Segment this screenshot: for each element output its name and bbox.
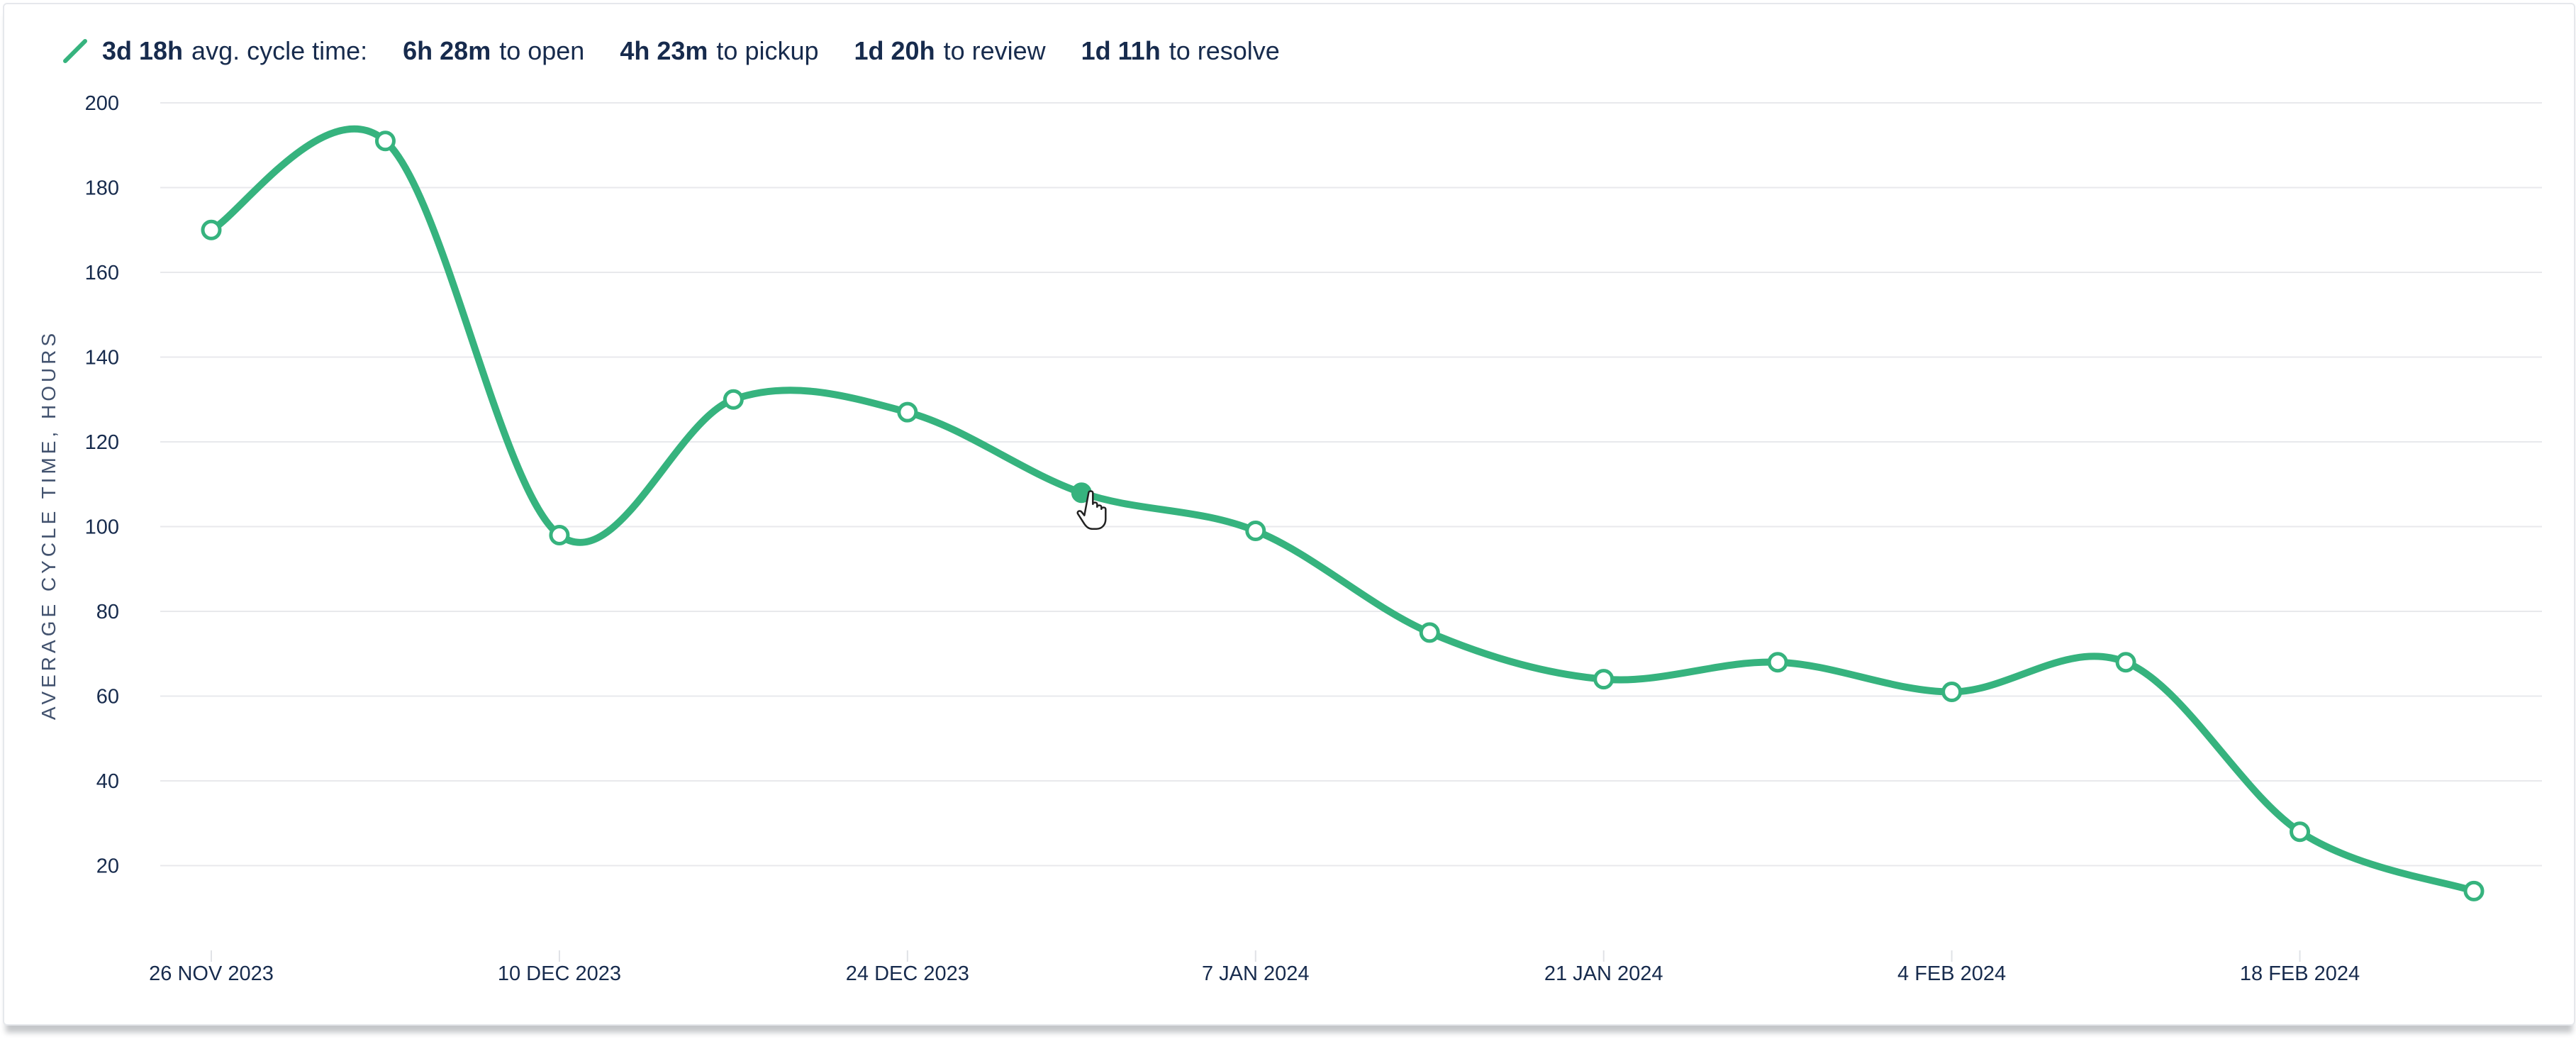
- review-time-label: to review: [943, 36, 1046, 65]
- y-tick-label: 40: [96, 770, 119, 793]
- resolve-time-value: 1d 11h: [1081, 36, 1161, 65]
- data-point[interactable]: [1419, 622, 1440, 643]
- data-point[interactable]: [549, 524, 570, 545]
- y-tick-label: 200: [85, 92, 119, 115]
- open-time-value: 6h 28m: [403, 36, 491, 65]
- y-tick-label: 80: [96, 601, 119, 623]
- y-tick-label: 100: [85, 516, 119, 539]
- data-point[interactable]: [1245, 520, 1266, 541]
- y-tick-label: 180: [85, 177, 119, 200]
- hand-cursor-icon: [1076, 490, 1107, 530]
- x-tick-label: 7 JAN 2024: [1202, 962, 1310, 985]
- data-point[interactable]: [374, 130, 396, 152]
- data-point[interactable]: [1941, 682, 1963, 703]
- data-point[interactable]: [1767, 652, 1788, 673]
- x-tick-label: 4 FEB 2024: [1897, 962, 2006, 985]
- pickup-time-label: to pickup: [716, 36, 819, 65]
- y-tick-label: 160: [85, 262, 119, 284]
- data-point[interactable]: [723, 389, 744, 410]
- series-line: [208, 125, 2477, 895]
- x-tick-label: 24 DEC 2023: [846, 962, 969, 985]
- pencil-icon: [63, 39, 87, 63]
- x-tick-label: 21 JAN 2024: [1544, 962, 1663, 985]
- x-tick-label: 26 NOV 2023: [149, 962, 274, 985]
- y-tick-label: 140: [85, 347, 119, 370]
- review-time-value: 1d 20h: [854, 36, 935, 65]
- y-tick-label: 20: [96, 855, 119, 878]
- y-axis-title: AVERAGE CYCLE TIME, HOURS: [38, 330, 60, 720]
- x-tick-label: 18 FEB 2024: [2240, 962, 2360, 985]
- resolve-time-label: to resolve: [1169, 36, 1280, 65]
- data-point[interactable]: [1593, 669, 1615, 690]
- data-point[interactable]: [2463, 880, 2485, 901]
- y-tick-label: 60: [96, 686, 119, 709]
- x-tick-label: 10 DEC 2023: [498, 962, 621, 985]
- data-point[interactable]: [201, 219, 222, 240]
- data-point[interactable]: [897, 401, 918, 423]
- cycle-time-summary: 3d 18h avg. cycle time: 6h 28m to open 4…: [61, 30, 1315, 72]
- data-point[interactable]: [2115, 652, 2136, 673]
- open-time-label: to open: [499, 36, 585, 65]
- data-point[interactable]: [2290, 821, 2311, 843]
- pickup-time-value: 4h 23m: [620, 36, 708, 65]
- total-cycle-time-value: 3d 18h: [102, 36, 184, 65]
- y-tick-label: 120: [85, 431, 119, 454]
- chart-card: [3, 3, 2575, 1026]
- total-cycle-time-label: avg. cycle time:: [191, 36, 368, 65]
